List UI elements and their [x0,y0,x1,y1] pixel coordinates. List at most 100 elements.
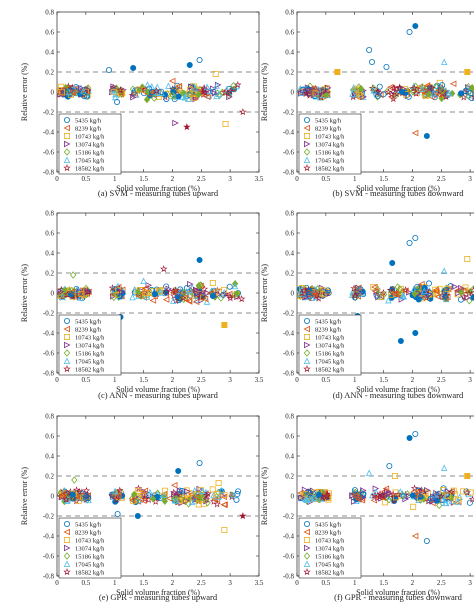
data-point [231,293,239,300]
x-tick-label: 0.5 [81,376,90,384]
y-tick-label: -0.6 [43,149,55,157]
data-point [390,84,398,92]
legend-marker [63,349,71,357]
data-point-outlier [160,265,168,273]
y-tick-label: -0.6 [43,553,55,561]
data-point [435,490,442,497]
data-point [447,488,456,496]
chart-panel-2: 00.511.522.533.50.80.60.40.20-0.2-0.4-0.… [260,9,474,198]
data-point-outlier [196,256,203,263]
y-tick-label: -0.6 [43,350,55,358]
data-point-outlier [397,337,404,344]
data-point [460,488,467,495]
data-point [213,82,220,89]
data-point [112,495,121,503]
data-point-outlier [440,58,448,65]
data-point [175,82,182,90]
data-point [351,487,358,494]
legend-marker [63,568,71,576]
data-point [426,291,433,298]
data-point [455,497,462,504]
data-point [214,493,222,501]
x-axis-label: Solid volume fraction (%) [356,385,440,394]
data-point-outlier [423,132,430,139]
data-point [373,87,382,95]
y-tick-label: 0.6 [285,230,294,238]
data-point [200,294,207,301]
data-point-outlier [134,513,141,520]
data-point [204,499,211,507]
x-tick-label: 1 [353,175,357,183]
y-tick-label: 0.6 [285,433,294,441]
y-tick-label: 0.6 [45,433,54,441]
legend-marker [63,164,71,172]
data-point [457,296,464,303]
x-tick-label: 0 [295,376,299,384]
legend-entry: 10743 kg/h [75,335,105,342]
data-point [165,285,172,293]
legend-marker [303,140,311,148]
x-tick-label: 1.5 [379,175,388,183]
data-point [193,286,200,294]
data-point [311,291,318,298]
legend-entry: 17045 kg/h [75,562,105,569]
data-point [422,489,429,496]
y-axis-label: Relative error (%) [260,467,269,526]
data-point-outlier [130,65,137,72]
legend-entry: 13074 kg/h [75,546,105,553]
data-point [213,286,222,294]
legend-marker [303,568,311,576]
data-point [151,94,158,102]
data-point [209,486,216,493]
panel-caption: (d) ANN - measuring tubes downward [333,390,464,400]
data-point-outlier [239,108,247,116]
legend-marker [63,156,71,164]
data-point-outlier [114,99,121,106]
data-point [77,294,84,301]
data-point [430,89,437,97]
data-point [301,293,309,301]
data-point [172,497,180,504]
x-tick-label: 2 [171,376,175,384]
data-point [471,290,474,298]
data-point [370,84,377,93]
y-tick-label: 0.2 [45,69,54,77]
data-point-outlier [172,119,179,127]
data-point [411,290,418,298]
data-point-outlier [406,28,413,35]
data-point [151,291,158,298]
data-point [385,496,393,504]
data-point-outlier [440,267,448,275]
data-point [386,286,395,294]
data-point [131,285,138,293]
legend-entry: 5435 kg/h [75,118,102,125]
data-point [226,87,234,95]
x-tick-label: 3 [228,175,232,183]
data-point [401,286,410,294]
data-point [84,93,91,100]
y-tick-label: 0.6 [45,29,54,37]
legend-entry: 5435 kg/h [315,319,342,326]
data-point [356,92,363,99]
data-point [370,284,377,291]
data-point [119,289,126,296]
data-point [376,83,383,90]
legend-marker [303,365,311,373]
data-point [402,287,409,294]
data-point [162,296,170,303]
x-tick-label: 2 [411,376,415,384]
data-point [129,293,136,301]
data-point-outlier [186,62,193,69]
x-axis-label: Solid volume fraction (%) [116,385,200,394]
data-point [384,88,393,96]
data-point [84,492,92,500]
y-tick-label: 0.8 [45,9,54,17]
y-tick-label: -0.6 [283,350,295,358]
data-point [158,89,165,96]
data-point [67,87,74,94]
legend-marker [63,325,70,333]
panel-caption: (c) ANN - measuring tubes upward [98,390,218,400]
data-point [445,89,453,96]
data-point [467,489,474,496]
